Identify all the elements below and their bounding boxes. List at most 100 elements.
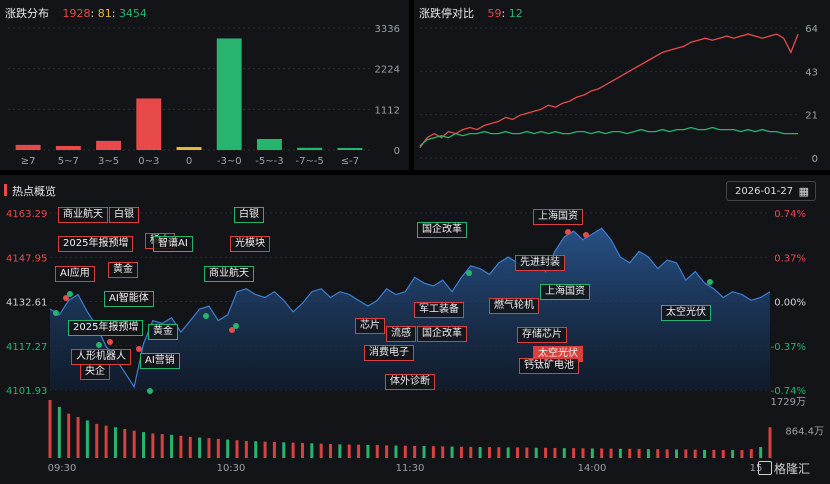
x-tick-label: 5~7 (58, 156, 79, 167)
sep: : (90, 7, 95, 20)
hotspot-tag[interactable]: 央企 (80, 364, 110, 380)
volume-bar-58 (590, 448, 594, 458)
x-tick-label: -3~0 (217, 156, 242, 167)
hotspot-tag[interactable]: 消费电子 (364, 345, 414, 361)
volume-bar-60 (609, 448, 613, 458)
volume-bar-12 (160, 434, 164, 458)
volume-bar-35 (375, 445, 379, 458)
hotspot-tag[interactable]: 国企改革 (417, 326, 467, 342)
hotspot-marker-dot[interactable] (107, 339, 113, 345)
hotspot-tag[interactable]: AI营销 (140, 353, 180, 369)
volume-bar-9 (132, 430, 136, 458)
left-tick-label: 4117.27 (6, 342, 47, 353)
volume-bar-27 (300, 442, 304, 458)
volume-bar-40 (422, 446, 426, 458)
volume-bar-46 (478, 447, 482, 458)
volume-bar-59 (600, 448, 604, 458)
hotspot-tag[interactable]: AI应用 (55, 266, 95, 282)
hotspot-marker-dot[interactable] (53, 310, 59, 316)
bar-7 (297, 147, 323, 150)
volume-bar-52 (534, 447, 538, 458)
hotspot-tag[interactable]: 智谱AI (153, 236, 193, 252)
watermark-logo-icon (758, 461, 772, 475)
right-tick-label: 0.00% (774, 298, 806, 309)
hotspot-marker-dot[interactable] (707, 279, 713, 285)
hotspot-tag[interactable]: 燃气轮机 (489, 298, 539, 314)
hotspot-tag[interactable]: 钙钛矿电池 (519, 358, 579, 374)
date-picker[interactable]: 2026-01-27 ▦ (726, 181, 816, 201)
flat-count: 81 (97, 7, 112, 20)
hotspot-tag[interactable]: 2025年报预增 (58, 236, 134, 252)
hotspot-tag[interactable]: 太空光伏 (661, 305, 711, 321)
bar-0 (15, 144, 41, 150)
hotspot-tag[interactable]: 国企改革 (417, 222, 467, 238)
hotspot-tag[interactable]: 光模块 (230, 236, 270, 252)
distribution-title-row: 涨跌分布 1928: 81: 3454 (5, 5, 147, 21)
right-tick-label: -0.37% (771, 342, 806, 353)
volume-bar-49 (506, 447, 510, 458)
hotspot-marker-dot[interactable] (96, 342, 102, 348)
hotspot-tag[interactable]: 商业航天 (58, 207, 108, 223)
volume-bar-67 (674, 449, 678, 458)
volume-bar-69 (693, 449, 697, 458)
hotspot-marker-dot[interactable] (136, 346, 142, 352)
limit-up-count: 59 (487, 7, 502, 20)
hotspot-tag[interactable]: 上海国资 (540, 284, 590, 300)
hotspot-marker-dot[interactable] (67, 291, 73, 297)
distribution-panel: 涨跌分布 1928: 81: 3454 3336 2224 1112 0 ≥7 5~7 3~… (0, 0, 409, 170)
hotspot-tag[interactable]: 芯片 (355, 318, 385, 334)
bar-3 (136, 98, 162, 150)
hotspot-tag[interactable]: 白银 (109, 207, 139, 223)
volume-bar-0 (48, 399, 52, 458)
hotspot-marker-dot[interactable] (147, 388, 153, 394)
hotspot-tag[interactable]: 商业航天 (204, 266, 254, 282)
volume-bar-70 (703, 449, 707, 458)
hotspot-tag[interactable]: 体外诊断 (385, 374, 435, 390)
hotspot-chart: 4163.29 0.74% 4147.95 0.37% 4132.61 0.00% 4117… (6, 209, 824, 474)
volume-bar-51 (525, 447, 529, 458)
volume-bar-76 (759, 447, 763, 458)
hotspot-tag[interactable]: 黄金 (108, 262, 138, 278)
hotspot-tag[interactable]: 白银 (234, 207, 264, 223)
y-tick-label: 21 (805, 111, 818, 122)
hotspot-tag[interactable]: 上海国资 (533, 209, 583, 225)
volume-bar-73 (731, 450, 735, 458)
volume-bar-30 (329, 444, 333, 458)
hotspot-tag[interactable]: 流感 (386, 326, 416, 342)
hotspot-marker-dot[interactable] (583, 232, 589, 238)
volume-bar-22 (254, 441, 258, 458)
hotspot-tag[interactable]: 人形机器人 (71, 349, 131, 365)
hotspot-tag[interactable]: 黄金 (148, 324, 178, 340)
left-tick-label: 4163.29 (6, 209, 47, 220)
series-line-1 (419, 126, 798, 147)
volume-bar-45 (469, 446, 473, 458)
x-tick-label: 0 (186, 156, 192, 167)
bar-1 (55, 145, 81, 150)
sep: : (111, 7, 116, 20)
hotspot-marker-dot[interactable] (63, 295, 69, 301)
volume-bar-53 (544, 447, 548, 458)
time-tick-label: 14:00 (578, 463, 607, 474)
distribution-title: 涨跌分布 (5, 7, 49, 20)
hotspot-tag[interactable]: 存储芯片 (517, 327, 567, 343)
index-area (50, 228, 770, 390)
hotspot-marker-dot[interactable] (466, 270, 472, 276)
time-tick-label: 10:30 (217, 463, 246, 474)
hotspot-tag[interactable]: 军工装备 (414, 302, 464, 318)
volume-bar-23 (263, 441, 267, 458)
hotspot-marker-dot[interactable] (233, 323, 239, 329)
hotspot-tag[interactable]: 2025年报预增 (68, 320, 144, 336)
volume-bar-33 (357, 444, 361, 458)
hotspot-marker-dot[interactable] (565, 229, 571, 235)
volume-bar-19 (226, 439, 230, 458)
bar-5 (216, 38, 242, 151)
volume-tick-label: 864.4万 (785, 427, 824, 438)
hotspot-marker-dot[interactable] (203, 313, 209, 319)
right-tick-label: 0.37% (774, 253, 806, 264)
hotspot-tag[interactable]: AI智能体 (104, 291, 154, 307)
y-tick-label: 1112 (375, 105, 400, 116)
hotspot-tag[interactable]: 先进封装 (515, 255, 565, 271)
hotspot-marker-dot[interactable] (229, 327, 235, 333)
calendar-icon[interactable]: ▦ (798, 185, 809, 198)
